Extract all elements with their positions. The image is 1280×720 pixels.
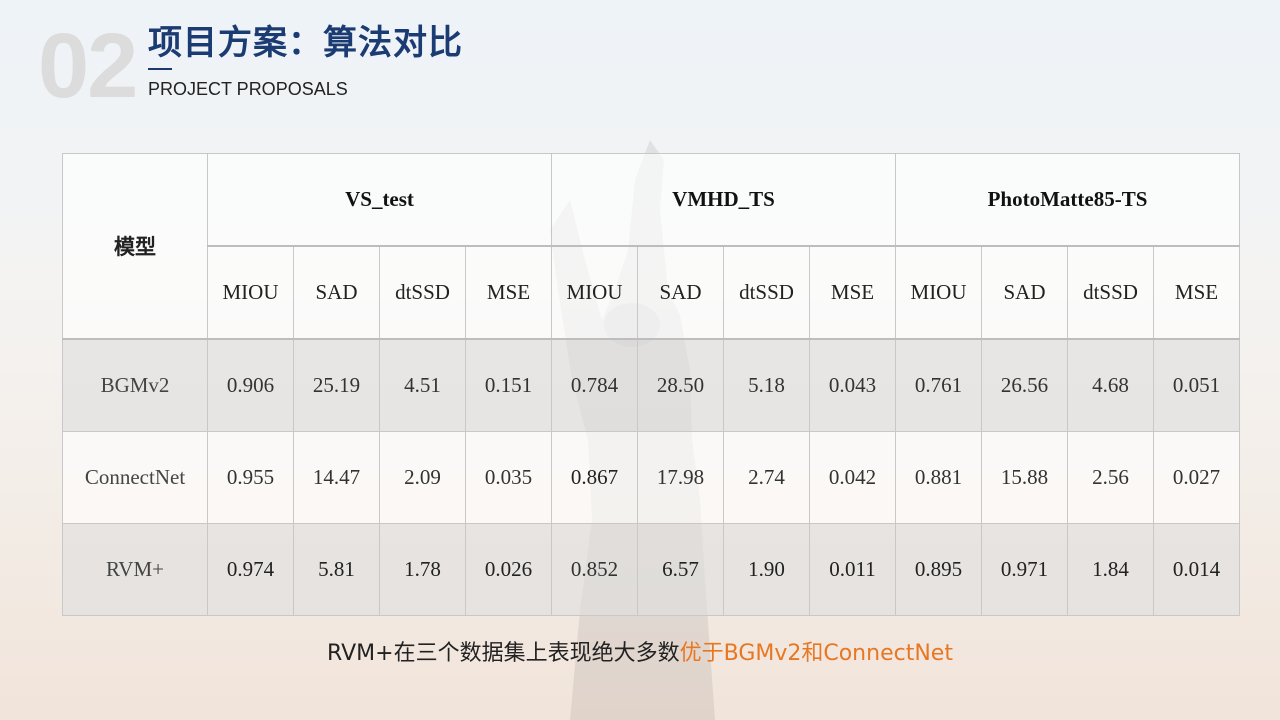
value-cell: 0.784 xyxy=(551,338,639,432)
page-subtitle: PROJECT PROPOSALS xyxy=(148,79,348,99)
metric-header: MSE xyxy=(464,245,553,340)
value-cell: 2.09 xyxy=(379,431,466,524)
metric-header: dtSSD xyxy=(723,245,811,340)
metric-header: SAD xyxy=(637,245,725,340)
table-row: RVM+ 0.974 5.81 1.78 0.026 0.852 6.57 1.… xyxy=(62,523,1241,616)
value-cell: 0.761 xyxy=(895,338,983,432)
value-cell: 0.051 xyxy=(1153,338,1241,432)
metric-header: dtSSD xyxy=(379,245,466,340)
value-cell: 0.955 xyxy=(207,431,294,524)
model-name-cell: ConnectNet xyxy=(62,431,208,524)
value-cell-best: 1.84 xyxy=(1067,523,1155,616)
metric-header: MSE xyxy=(809,245,897,340)
metric-header-row: MIOU SAD dtSSD MSE MIOU SAD dtSSD MSE MI… xyxy=(63,245,1241,340)
value-cell: 0.852 xyxy=(551,523,639,616)
conclusion-highlight: 优于BGMv2和ConnectNet xyxy=(679,641,953,666)
value-cell-best: 1.90 xyxy=(723,523,811,616)
value-cell: 0.043 xyxy=(809,338,897,432)
value-cell: 2.56 xyxy=(1067,431,1155,524)
model-name-cell: RVM+ xyxy=(62,523,208,616)
value-cell-best: 0.026 xyxy=(464,523,553,616)
value-cell: 15.88 xyxy=(981,431,1069,524)
metric-header: SAD xyxy=(981,245,1069,340)
value-cell: 4.51 xyxy=(379,338,466,432)
metric-header: SAD xyxy=(293,245,380,340)
page-title: 项目方案：算法对比 xyxy=(148,23,463,63)
table-row: BGMv2 0.906 25.19 4.51 0.151 0.784 28.50… xyxy=(62,338,1241,432)
comparison-table: 模型 VS_test VMHD_TS PhotoMatte85-TS MIOU … xyxy=(62,153,1241,616)
dataset-header: VMHD_TS xyxy=(551,153,897,247)
model-column-header: 模型 xyxy=(62,153,208,340)
value-cell-best: 1.78 xyxy=(379,523,466,616)
section-number: 02 xyxy=(38,15,138,117)
dataset-header: VS_test xyxy=(206,153,553,247)
dataset-header: PhotoMatte85-TS xyxy=(895,153,1241,247)
metric-header: dtSSD xyxy=(1067,245,1155,340)
conclusion-text: RVM+在三个数据集上表现绝大多数优于BGMv2和ConnectNet xyxy=(0,638,1280,670)
value-cell: 5.18 xyxy=(723,338,811,432)
conclusion-main: RVM+在三个数据集上表现绝大多数 xyxy=(327,641,680,666)
value-cell: 4.68 xyxy=(1067,338,1155,432)
value-cell-best: 5.81 xyxy=(293,523,380,616)
metric-header: MIOU xyxy=(551,245,639,340)
value-cell: 25.19 xyxy=(293,338,380,432)
dataset-header-row: 模型 VS_test VMHD_TS PhotoMatte85-TS xyxy=(62,153,1241,340)
metric-header: MSE xyxy=(1153,245,1241,340)
value-cell-best: 6.57 xyxy=(637,523,725,616)
value-cell: 17.98 xyxy=(637,431,725,524)
value-cell: 0.027 xyxy=(1153,431,1241,524)
model-name-cell: BGMv2 xyxy=(62,338,208,432)
metric-header: MIOU xyxy=(207,245,294,340)
title-underline xyxy=(148,68,172,70)
value-cell: 2.74 xyxy=(723,431,811,524)
value-cell: 0.881 xyxy=(895,431,983,524)
value-cell-best: 0.974 xyxy=(207,523,294,616)
value-cell-best: 0.011 xyxy=(809,523,897,616)
value-cell: 0.151 xyxy=(464,338,553,432)
value-cell-best: 0.971 xyxy=(981,523,1069,616)
value-cell: 0.042 xyxy=(809,431,897,524)
value-cell-best: 0.867 xyxy=(551,431,639,524)
value-cell: 0.906 xyxy=(207,338,294,432)
value-cell: 14.47 xyxy=(293,431,380,524)
value-cell: 28.50 xyxy=(637,338,725,432)
value-cell: 0.035 xyxy=(464,431,553,524)
value-cell: 26.56 xyxy=(981,338,1069,432)
metric-header: MIOU xyxy=(895,245,983,340)
value-cell-best: 0.014 xyxy=(1153,523,1241,616)
value-cell-best: 0.895 xyxy=(895,523,983,616)
table-row: ConnectNet 0.955 14.47 2.09 0.035 0.867 … xyxy=(62,431,1241,524)
